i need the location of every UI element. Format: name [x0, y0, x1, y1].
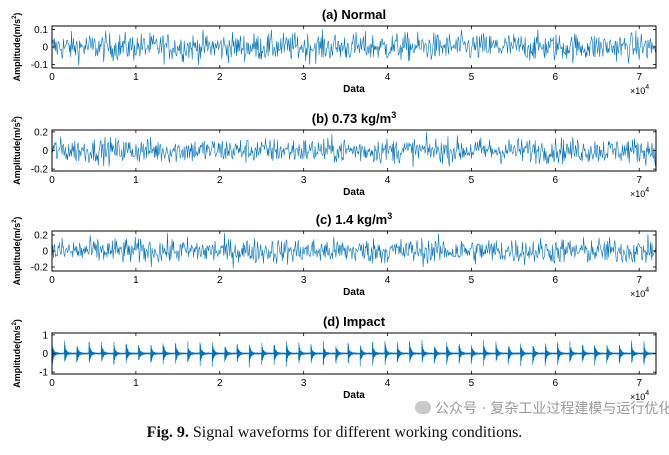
y-axis-label: Amplitude(m/s2) — [12, 116, 22, 185]
x-tick-label: 7 — [636, 378, 642, 389]
x-tick-label: 4 — [385, 275, 391, 286]
x-tick-label: 1 — [133, 378, 139, 389]
x-tick-label: 2 — [217, 175, 223, 186]
x-tick-label: 5 — [469, 275, 475, 286]
panel-title: (c) 1.4 kg/m3 — [316, 211, 393, 227]
x-tick-label: 1 — [133, 72, 139, 83]
x-axis-label: Data — [343, 84, 365, 95]
x-tick-label: 6 — [553, 72, 559, 83]
y-tick-label: -0.1 — [31, 60, 49, 71]
panel-title: (b) 0.73 kg/m3 — [312, 110, 396, 126]
signal-series-0 — [51, 28, 657, 66]
watermark-text: 公众号 · 复杂工业过程建模与运行优化控制 — [435, 401, 669, 417]
caption-label: Fig. 9. — [146, 424, 189, 441]
y-axis-label: Amplitude(m/s2) — [12, 13, 22, 82]
x-tick-label: 3 — [301, 275, 307, 286]
x-axis-label: Data — [343, 390, 365, 401]
x-multiplier-exponent: 4 — [645, 187, 649, 194]
x-multiplier: ×104 — [630, 390, 649, 402]
watermark: 公众号 · 复杂工业过程建模与运行优化控制 — [415, 398, 669, 418]
x-tick-label: 4 — [385, 378, 391, 389]
y-tick-label: -0.2 — [31, 165, 49, 176]
figure-caption: Fig. 9. Signal waveforms for different w… — [0, 424, 669, 442]
signal-series-1 — [51, 132, 657, 168]
y-tick-label: 0 — [42, 146, 48, 157]
x-multiplier-exponent: 4 — [645, 84, 649, 91]
y-axis-label-close: ) — [12, 319, 22, 322]
x-axis-label: Data — [343, 287, 365, 298]
y-tick-label: 1 — [42, 330, 48, 341]
x-tick-label: 5 — [469, 378, 475, 389]
y-tick-label: -0.2 — [31, 263, 49, 274]
x-tick-label: 1 — [133, 275, 139, 286]
y-tick-label: -1 — [39, 368, 48, 379]
x-tick-label: 2 — [217, 378, 223, 389]
y-axis-label-superscript: 2 — [12, 118, 18, 122]
x-tick-label: 6 — [553, 275, 559, 286]
x-tick-label: 6 — [553, 175, 559, 186]
y-axis-label-superscript: 2 — [12, 15, 18, 19]
x-tick-label: 6 — [553, 378, 559, 389]
x-multiplier: ×104 — [630, 187, 649, 199]
x-tick-label: 3 — [301, 175, 307, 186]
wechat-icon — [415, 401, 431, 414]
y-tick-label: 0 — [42, 349, 48, 360]
x-tick-label: 7 — [636, 275, 642, 286]
panel-title-superscript: 3 — [387, 211, 392, 221]
x-tick-label: 1 — [133, 175, 139, 186]
panel-title-superscript: 3 — [391, 110, 396, 120]
x-tick-label: 0 — [49, 378, 55, 389]
x-tick-label: 0 — [49, 175, 55, 186]
y-axis-label-superscript: 2 — [12, 219, 18, 223]
y-axis-label-close: ) — [12, 13, 22, 16]
panel-title: (d) Impact — [323, 314, 386, 329]
y-axis-label-superscript: 2 — [12, 321, 18, 325]
x-tick-label: 2 — [217, 72, 223, 83]
x-tick-label: 0 — [49, 72, 55, 83]
x-tick-label: 7 — [636, 175, 642, 186]
y-axis-label-close: ) — [12, 116, 22, 119]
x-multiplier: ×104 — [630, 287, 649, 299]
y-tick-label: 0 — [42, 43, 48, 54]
panel-title: (a) Normal — [322, 7, 386, 22]
x-tick-label: 0 — [49, 275, 55, 286]
x-tick-label: 2 — [217, 275, 223, 286]
x-tick-label: 4 — [385, 72, 391, 83]
caption-text: Signal waveforms for different working c… — [192, 424, 523, 441]
x-tick-label: 4 — [385, 175, 391, 186]
x-tick-label: 3 — [301, 72, 307, 83]
x-axis-label: Data — [343, 187, 365, 198]
y-tick-label: 0.2 — [34, 127, 48, 138]
x-multiplier-exponent: 4 — [645, 390, 649, 397]
y-tick-label: 0.1 — [34, 25, 48, 36]
signal-series-3 — [51, 340, 657, 368]
x-multiplier: ×104 — [630, 84, 649, 96]
y-axis-label-close: ) — [12, 217, 22, 220]
x-tick-label: 7 — [636, 72, 642, 83]
x-tick-label: 3 — [301, 378, 307, 389]
y-tick-label: 0.2 — [34, 231, 48, 242]
x-tick-label: 5 — [469, 72, 475, 83]
x-multiplier-exponent: 4 — [645, 287, 649, 294]
y-axis-label: Amplitude(m/s2) — [12, 319, 22, 388]
y-tick-label: 0 — [42, 247, 48, 258]
x-tick-label: 5 — [469, 175, 475, 186]
y-axis-label: Amplitude(m/s2) — [12, 217, 22, 286]
signal-series-2 — [51, 232, 657, 269]
